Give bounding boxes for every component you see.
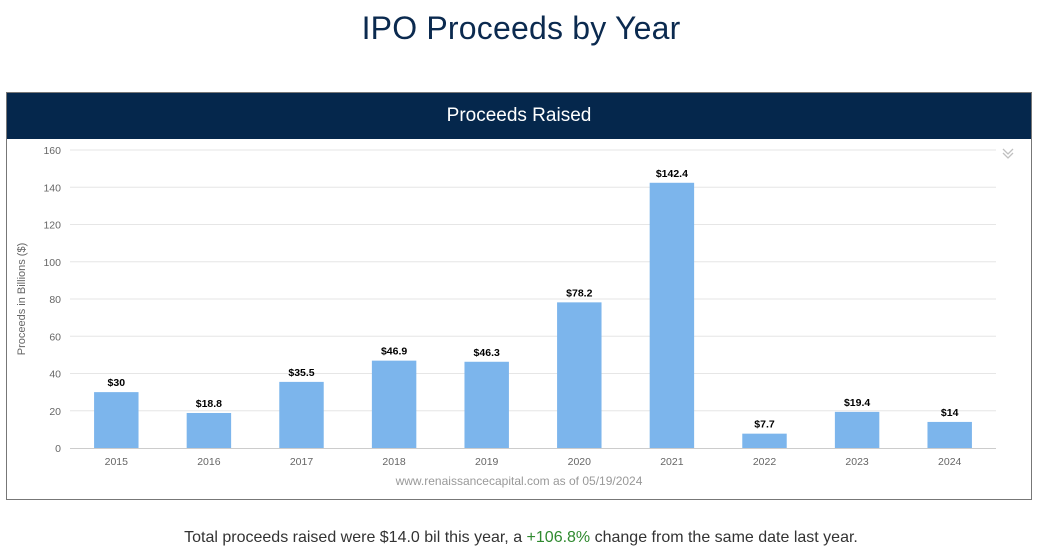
y-tick-label: 40 (49, 369, 61, 381)
x-tick-label: 2016 (197, 456, 221, 468)
page-title: IPO Proceeds by Year (361, 10, 681, 46)
data-label-2019: $46.3 (474, 347, 500, 359)
x-tick-label: 2021 (660, 456, 684, 468)
x-tick-label: 2018 (382, 456, 406, 468)
y-axis-title: Proceeds in Billions ($) (16, 243, 28, 356)
bars (94, 182, 972, 448)
y-tick-label: 100 (43, 257, 61, 269)
x-tick-label: 2020 (568, 456, 592, 468)
chart-panel: Proceeds Raised 0 20 40 60 80 100 120 140 160 $3… (6, 92, 1032, 500)
data-label-2020: $78.2 (566, 287, 592, 299)
y-tick-label: 120 (43, 220, 61, 232)
data-labels: $30 $18.8 $35.5 $46.9 $46.3 $78.2 $142.4 $7.7 $1… (108, 168, 959, 431)
y-tick-label: 60 (49, 331, 61, 343)
x-tick-label: 2019 (475, 456, 499, 468)
chart-header: Proceeds Raised (7, 93, 1031, 139)
bar-2015 (94, 392, 139, 448)
x-tick-label: 2024 (938, 456, 962, 468)
bar-2018 (371, 360, 417, 448)
data-label-2018: $46.9 (381, 346, 407, 358)
grid-lines (70, 149, 996, 412)
data-label-2015: $30 (108, 377, 126, 389)
y-tick-label: 160 (43, 145, 61, 157)
bar-chart: 0 20 40 60 80 100 120 140 160 $30 $18.8 $35.5 $46.9… (16, 145, 996, 488)
data-label-2016: $18.8 (196, 398, 222, 410)
summary-after: change from the same date last year. (590, 529, 858, 546)
bar-2019 (464, 361, 509, 448)
bar-2023 (834, 411, 880, 448)
x-tick-label: 2023 (845, 456, 869, 468)
summary-before: Total proceeds raised were $14.0 bil thi… (184, 529, 527, 546)
double-chevron-down-icon[interactable] (1001, 147, 1015, 161)
bar-2017 (279, 381, 324, 448)
data-label-2023: $19.4 (844, 397, 870, 409)
x-tick-label: 2022 (753, 456, 777, 468)
data-label-2017: $35.5 (288, 367, 314, 379)
summary-change: +106.8% (526, 529, 591, 546)
y-tick-label: 20 (49, 406, 61, 418)
chart-credit: www.renaissancecapital.com as of 05/19/2… (395, 474, 643, 488)
bar-2020 (557, 302, 602, 448)
bar-2024 (927, 421, 972, 448)
bar-2021 (649, 182, 695, 448)
x-tick-label: 2015 (105, 456, 129, 468)
summary-text: Total proceeds raised were $14.0 bil thi… (0, 529, 1042, 547)
data-label-2021: $142.4 (656, 168, 688, 180)
x-tick-label: 2017 (290, 456, 314, 468)
data-label-2024: $14 (941, 407, 959, 419)
data-label-2022: $7.7 (754, 419, 775, 431)
y-tick-label: 80 (49, 294, 61, 306)
bar-2022 (742, 433, 787, 448)
y-axis-ticks: 0 20 40 60 80 100 120 140 160 (43, 145, 61, 455)
x-axis-ticks: 2015 2016 2017 2018 2019 2020 2021 2022 2023 2024 (105, 456, 962, 468)
y-tick-label: 140 (43, 182, 61, 194)
y-tick-label: 0 (55, 443, 61, 455)
bar-2016 (186, 412, 232, 448)
